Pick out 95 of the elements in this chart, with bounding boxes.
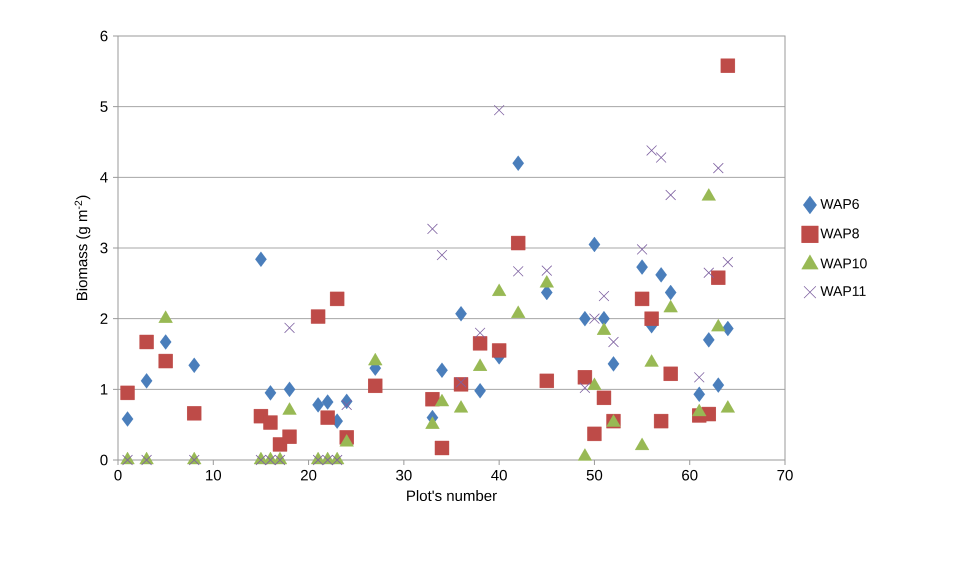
point [665,190,676,200]
point [598,310,610,326]
x-tick-label: 50 [586,470,602,480]
x-tick-label: 10 [206,470,222,480]
point [492,343,506,358]
point [140,373,152,389]
point [263,415,278,430]
x-tick-label: 20 [300,470,316,480]
point [455,306,467,322]
point [636,259,648,275]
point [284,382,296,398]
point [320,410,335,425]
point [434,440,450,456]
point [663,366,678,381]
point [598,290,610,302]
point [589,313,600,324]
point [578,370,592,385]
x-tick-label: 0 [114,470,122,480]
point [711,270,726,285]
y-tick-label: 2 [100,313,108,324]
point [282,429,297,444]
point [540,374,554,388]
point [541,265,552,276]
point [188,358,200,374]
legend-label: WAP6 [820,199,859,209]
point [141,454,152,466]
point [255,252,267,268]
point [693,386,706,402]
y-tick-label: 1 [100,384,108,394]
point [456,376,466,388]
point [511,236,526,250]
point [436,362,448,378]
x-tick-label: 30 [396,470,412,480]
point [427,224,438,234]
point [474,327,486,338]
point [187,406,202,421]
point [634,292,650,306]
point [636,244,648,255]
x-tick-label: 40 [491,470,507,480]
point [596,390,612,406]
legend-label: WAP10 [820,258,867,268]
point [703,267,714,278]
point [330,292,344,306]
point [655,267,667,283]
point [722,256,734,268]
point [454,377,468,392]
point [579,310,591,326]
point [722,320,734,336]
y-axis-title: Biomass (g m$^{-2}$) [74,196,90,300]
point [587,426,602,442]
point [664,284,676,300]
point [322,394,334,410]
y-tick-label: 4 [100,172,108,182]
point [425,392,440,406]
point [512,266,524,277]
point [436,250,448,260]
y-tick-label: 6 [100,30,108,42]
point [720,58,736,73]
point [644,311,659,326]
point [139,334,154,350]
point [656,152,666,163]
x-axis-title: Plot's number [407,490,497,502]
x-tick-label: 60 [682,470,698,480]
point [368,378,382,393]
point [702,332,715,348]
point [512,156,524,171]
point [580,382,590,394]
point [284,322,295,334]
point [264,385,276,401]
point [694,372,705,383]
point [712,162,724,174]
point [646,145,657,156]
point [341,400,352,410]
point [188,454,200,466]
point [608,356,620,372]
y-tick-label: 3 [100,242,108,254]
point [158,354,173,368]
point [122,411,134,427]
legend-label: WAP11 [820,286,866,296]
point [712,377,724,393]
point [494,104,504,116]
point [122,454,133,466]
point [608,336,619,348]
legend-label: WAP8 [820,228,859,238]
point [160,334,172,350]
point [312,397,324,413]
y-tick-label: 5 [100,101,108,112]
x-tick-label: 70 [777,470,793,480]
point [654,414,668,428]
point [310,309,326,324]
y-tick-label: 0 [100,454,108,466]
point [472,336,488,351]
point [474,383,486,398]
point [588,236,600,252]
point [120,386,135,400]
